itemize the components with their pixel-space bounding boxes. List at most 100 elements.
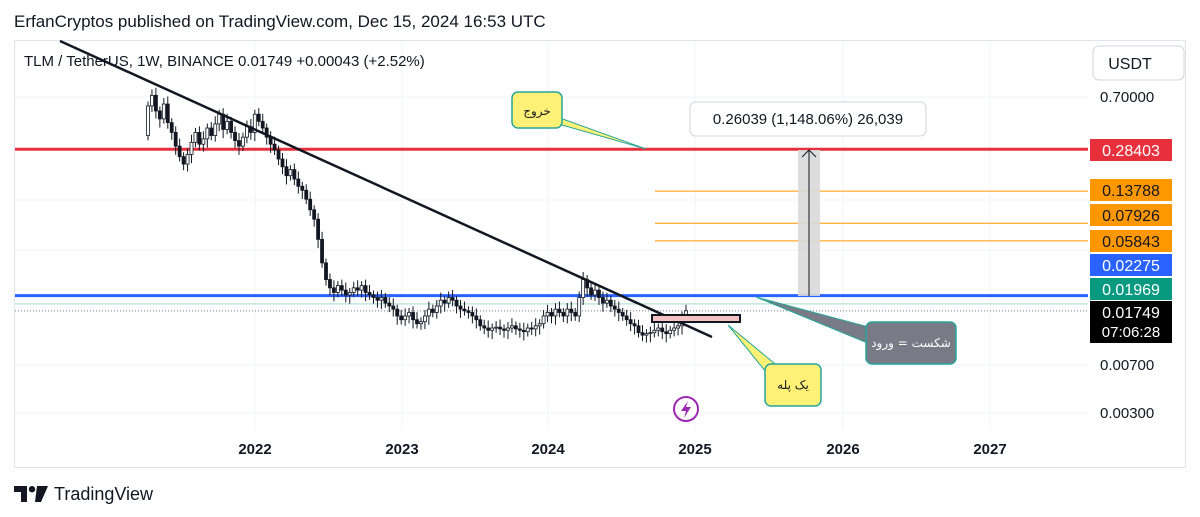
candle-body (549, 312, 554, 317)
descending-trendline[interactable] (59, 39, 713, 339)
candle-body (565, 308, 570, 317)
candle-body (490, 327, 495, 331)
candle-body (601, 297, 605, 304)
candle-body (367, 292, 372, 296)
price-label: 0.13788 (1102, 183, 1160, 200)
candle-body (636, 325, 641, 334)
candle-body (407, 312, 411, 317)
candle-body (296, 178, 301, 187)
chart-frame (14, 40, 1186, 468)
candle-body (553, 308, 558, 317)
candle-body (478, 319, 483, 327)
candle-body (612, 305, 617, 310)
candle-body (656, 327, 661, 331)
candle-body (213, 123, 218, 136)
price-label-box (1090, 179, 1172, 201)
x-tick-label: 2026 (826, 441, 859, 458)
candle-body (569, 308, 574, 313)
candle-body (454, 299, 459, 307)
candle-body (533, 325, 538, 330)
candle-body (462, 308, 467, 312)
candle-body (597, 289, 601, 298)
candle-body (676, 325, 680, 329)
candle-body (482, 325, 487, 329)
candle-body (379, 297, 384, 301)
candle-body (260, 120, 265, 129)
candle-body (506, 327, 510, 331)
candle-body (363, 285, 368, 293)
candle-body (640, 332, 645, 336)
price-label: 0.05843 (1102, 234, 1160, 251)
candle-body (458, 305, 463, 310)
tradingview-logo[interactable]: TradingView (14, 482, 153, 506)
candle-body (502, 328, 506, 331)
breakout-entry-callout[interactable]: شکست = ورود (755, 296, 957, 365)
candle-body (446, 297, 451, 304)
currency-button[interactable]: USDT (1092, 45, 1185, 81)
candle-body (668, 329, 673, 335)
candle-body (324, 262, 328, 280)
candle-body (660, 327, 665, 333)
candle-body (328, 279, 332, 289)
candle-body (201, 138, 206, 145)
candle-body (252, 113, 257, 133)
candle-body (494, 326, 499, 329)
candle-body (593, 289, 597, 296)
price-label: 0.02275 (1102, 258, 1160, 275)
candle-body (241, 136, 245, 147)
candle-body (150, 94, 154, 107)
step-callout[interactable]: یک پله (727, 324, 822, 407)
candle-body (474, 315, 479, 321)
candle-body (632, 323, 637, 327)
candle-body (169, 122, 174, 133)
x-tick-label: 2023 (385, 441, 418, 458)
candle-body (525, 327, 530, 333)
candle-body (438, 299, 443, 307)
candle-body (510, 325, 514, 329)
tradingview-icon (14, 486, 48, 502)
candle-body (537, 323, 542, 327)
price-label-box (1090, 204, 1172, 226)
candle-body (205, 127, 210, 140)
candle-body (161, 103, 166, 120)
candle-body (256, 113, 261, 122)
countdown-label: 07:06:28 (1102, 324, 1160, 341)
candle-body (604, 299, 609, 304)
candle-body (233, 132, 237, 141)
candle-body (415, 319, 419, 325)
candle-body (470, 312, 475, 317)
candle-body (545, 312, 550, 317)
candle-body (395, 308, 400, 317)
candle-body (264, 127, 269, 138)
breakout-box[interactable] (651, 314, 741, 323)
candle-body (225, 120, 230, 130)
price-label: 0.28403 (1102, 143, 1160, 160)
candle-body (628, 319, 633, 325)
step-label: یک پله (777, 378, 809, 392)
candle-body (498, 326, 502, 330)
x-tick-label: 2022 (238, 441, 271, 458)
exit-callout[interactable]: خروج (511, 91, 647, 150)
candle-body (589, 287, 593, 296)
candle-body (541, 315, 546, 325)
horizontal-levels[interactable] (15, 147, 1088, 312)
price-label-box (1090, 254, 1172, 276)
price-label: 0.01749 (1102, 305, 1160, 322)
candle-body (529, 327, 534, 330)
candle-body (300, 185, 305, 191)
candle-body (316, 218, 321, 240)
candle-body (577, 297, 582, 317)
candle-body (181, 156, 186, 165)
x-axis: 2022 2023 2024 2025 2026 2027 (238, 441, 1006, 458)
price-label-box (1090, 278, 1172, 300)
price-labels: 0.28403 0.13788 0.07926 0.05843 0.02275 0.019… (1090, 139, 1172, 343)
y-axis: 0.70000 0.00700 0.00300 (1100, 89, 1154, 422)
candle-body (229, 120, 233, 133)
breakout-entry-label: شکست = ورود (871, 336, 951, 351)
candle-body (335, 285, 340, 293)
candle-body (375, 297, 380, 301)
candle-body (304, 189, 309, 200)
candle-body (359, 285, 364, 291)
lightning-icon[interactable] (673, 396, 699, 422)
